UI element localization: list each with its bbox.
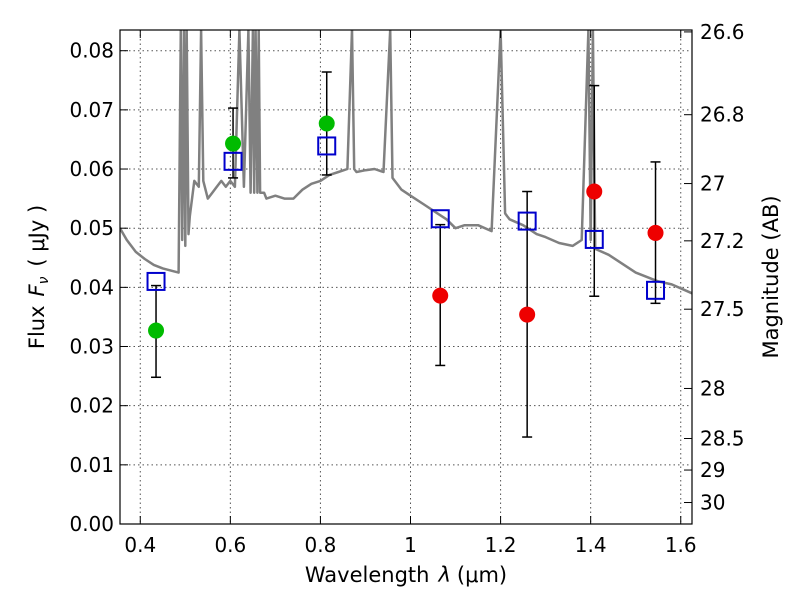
data-points [146,115,666,339]
y-tick-label: 0.02 [69,394,114,418]
y2-tick-labels: 26.6 26.8 27 27.2 27.5 28 28.5 29 30 [700,20,745,515]
detections-marker [148,322,165,339]
y2-tick-label: 26.8 [700,103,745,127]
x-tick-label: 1.2 [485,533,517,557]
y2-tick-label: 26.6 [700,20,745,44]
detections-marker [225,135,242,152]
x-tick-label: 1.6 [665,533,697,557]
y2-axis-label: Magnitude (AB) [759,195,783,358]
y2-tick-label: 27.5 [700,297,745,321]
x-tick-labels: 0.4 0.6 0.8 1 1.2 1.4 1.6 [124,533,696,557]
measurements-marker [647,224,664,241]
grid [120,30,692,524]
y2-tick-label: 27 [700,172,725,196]
model-sed-line [120,30,692,295]
y2-tick-label: 27.2 [700,229,745,253]
y-tick-label: 0.08 [69,39,114,63]
y2-tick-label: 28 [700,376,725,400]
x-tick-label: 1 [404,533,417,557]
y-tick-labels: 0.00 0.01 0.02 0.03 0.04 0.05 0.06 0.07 0.08 [69,39,114,536]
y2-tick-label: 28.5 [700,426,745,450]
model-photometry-marker [517,211,537,231]
model-photometry-marker [146,271,166,291]
x-tick-label: 1.4 [575,533,607,557]
axis-ticks [120,30,692,525]
model-photometry-marker [223,151,243,171]
y2-tick-label: 30 [700,491,725,515]
measurements-marker [586,183,603,200]
x-tick-label: 0.4 [124,533,156,557]
y-tick-label: 0.05 [69,216,114,240]
model-sed-layer [120,30,692,295]
y-tick-label: 0.06 [69,157,114,181]
model-photometry-marker [646,280,666,300]
plot-frame [119,29,693,525]
y-tick-label: 0.07 [69,98,114,122]
model-photometry-marker [317,136,337,156]
x-tick-label: 0.8 [305,533,337,557]
y-tick-label: 0.01 [69,453,114,477]
measurements-marker [519,306,536,323]
y2-tick-label: 29 [700,458,725,482]
model-photometry-marker [584,229,604,249]
x-axis-label: Wavelength λ (μm) [305,563,507,587]
y-tick-label: 0.03 [69,335,114,359]
y-tick-label: 0.04 [69,275,114,299]
x-tick-label: 0.6 [214,533,246,557]
detections-marker [318,115,335,132]
y-axis-label: FluxFν( μJy ) [25,205,52,349]
y-tick-label: 0.00 [69,512,114,536]
model-photometry-marker [430,209,450,229]
measurements-marker [432,287,449,304]
